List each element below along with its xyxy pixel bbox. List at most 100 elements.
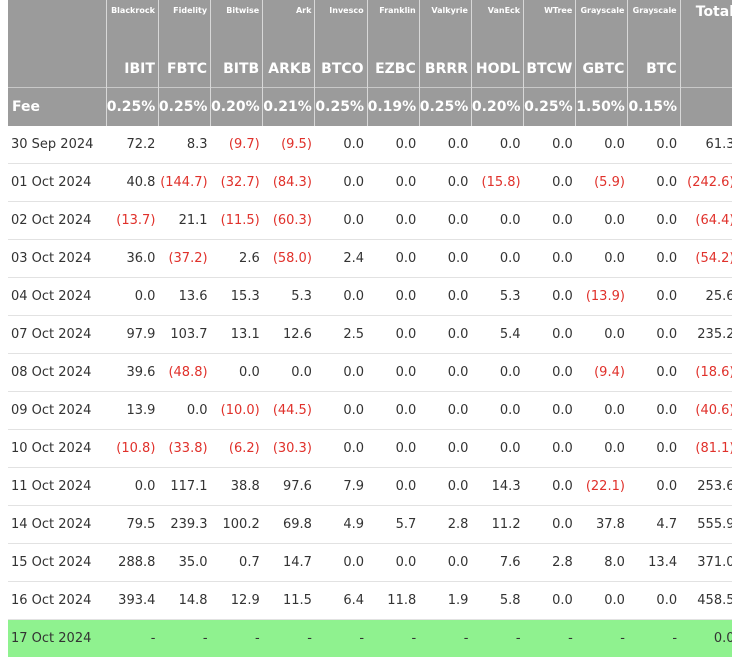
flow-value: 0.0 xyxy=(524,240,576,278)
flow-value: 0.0 xyxy=(315,354,367,392)
flow-value: 0.0 xyxy=(419,468,471,506)
flow-value: (10.8) xyxy=(106,430,158,468)
flow-value: 0.0 xyxy=(367,126,419,164)
row-date: 08 Oct 2024 xyxy=(8,354,106,392)
fee-value: 0.20% xyxy=(211,88,263,127)
fee-value: 0.25% xyxy=(158,88,210,127)
flow-value: 0.7 xyxy=(211,544,263,582)
flow-value: 0.0 xyxy=(367,202,419,240)
flow-value: 0.0 xyxy=(524,354,576,392)
flow-value: 14.7 xyxy=(263,544,315,582)
issuer-header: Bitwise xyxy=(211,0,263,50)
row-total: 0.0 xyxy=(680,620,732,657)
flow-value: (9.4) xyxy=(576,354,628,392)
issuer-header: Valkyrie xyxy=(419,0,471,50)
flow-value: 13.6 xyxy=(158,278,210,316)
flow-value: 0.0 xyxy=(419,202,471,240)
flow-value: 2.8 xyxy=(524,544,576,582)
ticker-header: BTC xyxy=(628,50,680,88)
flow-value: 0.0 xyxy=(367,392,419,430)
flow-value: 0.0 xyxy=(367,354,419,392)
flow-value: (13.7) xyxy=(106,202,158,240)
flow-value: 1.9 xyxy=(419,582,471,620)
flow-value: 0.0 xyxy=(367,430,419,468)
flow-value: - xyxy=(471,620,523,657)
flow-value: 239.3 xyxy=(158,506,210,544)
flow-value: 69.8 xyxy=(263,506,315,544)
flow-value: 0.0 xyxy=(419,278,471,316)
flow-value: 5.7 xyxy=(367,506,419,544)
row-date: 01 Oct 2024 xyxy=(8,164,106,202)
flow-value: 11.5 xyxy=(263,582,315,620)
flow-value: 0.0 xyxy=(576,582,628,620)
row-date: 16 Oct 2024 xyxy=(8,582,106,620)
flow-value: (33.8) xyxy=(158,430,210,468)
flow-value: (15.8) xyxy=(471,164,523,202)
row-date: 14 Oct 2024 xyxy=(8,506,106,544)
flow-value: 0.0 xyxy=(628,278,680,316)
flow-value: 13.4 xyxy=(628,544,680,582)
flow-value: 117.1 xyxy=(158,468,210,506)
flow-value: 72.2 xyxy=(106,126,158,164)
row-total: 25.6 xyxy=(680,278,732,316)
flow-value: 0.0 xyxy=(576,240,628,278)
flow-value: 97.6 xyxy=(263,468,315,506)
ticker-corner-cell xyxy=(8,50,106,88)
issuer-header: Grayscale xyxy=(576,0,628,50)
flow-value: 0.0 xyxy=(524,506,576,544)
flow-value: 79.5 xyxy=(106,506,158,544)
flow-value: 37.8 xyxy=(576,506,628,544)
flow-value: 0.0 xyxy=(524,164,576,202)
flow-value: 5.8 xyxy=(471,582,523,620)
row-date: 02 Oct 2024 xyxy=(8,202,106,240)
flow-value: 0.0 xyxy=(524,430,576,468)
fee-value: 1.50% xyxy=(576,88,628,127)
flow-value: 12.9 xyxy=(211,582,263,620)
flow-value: 0.0 xyxy=(471,430,523,468)
flow-value: 5.3 xyxy=(471,278,523,316)
flow-value: (9.5) xyxy=(263,126,315,164)
ticker-header: EZBC xyxy=(367,50,419,88)
flow-value: 0.0 xyxy=(419,126,471,164)
flow-value: (58.0) xyxy=(263,240,315,278)
flow-value: 0.0 xyxy=(419,430,471,468)
total-header: Total xyxy=(680,0,732,50)
ticker-header: IBIT xyxy=(106,50,158,88)
flow-value: 0.0 xyxy=(158,392,210,430)
ticker-header: FBTC xyxy=(158,50,210,88)
flow-value: 4.9 xyxy=(315,506,367,544)
flow-value: 0.0 xyxy=(628,582,680,620)
flow-value: 8.0 xyxy=(576,544,628,582)
flow-value: 7.9 xyxy=(315,468,367,506)
flow-value: 0.0 xyxy=(628,430,680,468)
flow-value: 21.1 xyxy=(158,202,210,240)
row-date: 04 Oct 2024 xyxy=(8,278,106,316)
flow-value: 0.0 xyxy=(524,582,576,620)
flow-value: 0.0 xyxy=(419,544,471,582)
flow-value: 0.0 xyxy=(367,468,419,506)
flow-value: 0.0 xyxy=(524,392,576,430)
flow-value: 0.0 xyxy=(367,316,419,354)
issuer-header: Fidelity xyxy=(158,0,210,50)
flow-value: - xyxy=(263,620,315,657)
flow-value: 0.0 xyxy=(419,164,471,202)
flow-value: 36.0 xyxy=(106,240,158,278)
flow-value: 0.0 xyxy=(471,392,523,430)
flow-value: 0.0 xyxy=(628,164,680,202)
etf-flows-table: Blackrock Fidelity Bitwise Ark Invesco F… xyxy=(8,0,732,657)
flow-value: 4.7 xyxy=(628,506,680,544)
row-date: 09 Oct 2024 xyxy=(8,392,106,430)
issuer-header: WTree xyxy=(524,0,576,50)
flow-value: 103.7 xyxy=(158,316,210,354)
row-total: 253.6 xyxy=(680,468,732,506)
row-total: (64.4) xyxy=(680,202,732,240)
fee-total-cell xyxy=(680,88,732,127)
row-total: (18.6) xyxy=(680,354,732,392)
flow-value: 35.0 xyxy=(158,544,210,582)
